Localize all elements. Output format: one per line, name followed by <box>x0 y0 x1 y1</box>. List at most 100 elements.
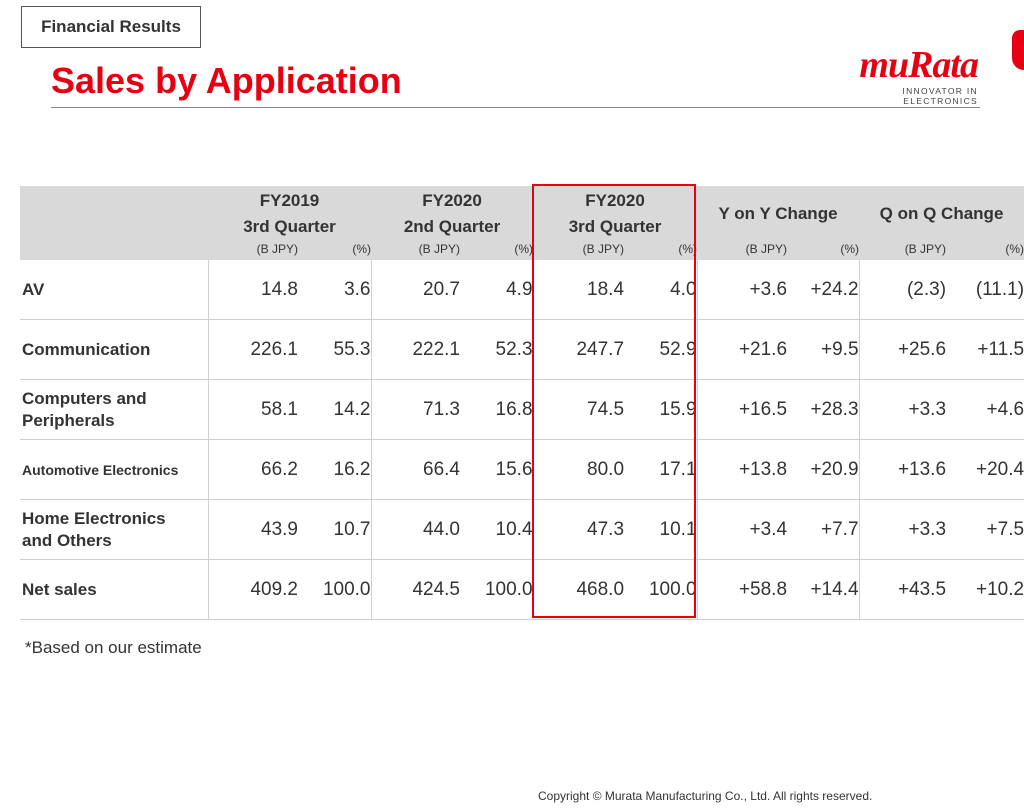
unit-label: (B JPY) <box>371 242 460 260</box>
unit-label: (B JPY) <box>533 242 625 260</box>
table-cell: 10.1 <box>624 499 698 560</box>
table-cell: 247.7 <box>533 319 625 380</box>
table-cell: +9.5 <box>787 319 860 380</box>
table-cell: +3.3 <box>859 379 947 440</box>
table-cell: 16.2 <box>298 439 372 500</box>
table-cell: +24.2 <box>787 260 860 320</box>
title-divider <box>51 107 980 108</box>
table-cell: 43.9 <box>208 499 298 560</box>
unit-label: (B JPY) <box>859 242 947 260</box>
footnote: *Based on our estimate <box>25 638 202 657</box>
unit-label: (%) <box>298 242 371 260</box>
period-year: FY2020 <box>422 191 482 210</box>
unit-label: (B JPY) <box>208 242 298 260</box>
table-cell: +13.6 <box>859 439 947 500</box>
period-year: FY2020 <box>585 191 645 210</box>
header-blank-cell <box>20 186 208 242</box>
yoy-change-header: Y on Y Change <box>697 186 860 242</box>
table-cell: 55.3 <box>298 319 372 380</box>
row-label-line: Peripherals <box>22 410 115 430</box>
table-cell: 66.2 <box>208 439 298 500</box>
row-label: AV <box>20 260 209 320</box>
table-cell: 74.5 <box>533 379 625 440</box>
table-cell: +16.5 <box>697 379 788 440</box>
table-cell: 71.3 <box>371 379 460 440</box>
unit-label: (%) <box>624 242 698 260</box>
period-quarter: 3rd Quarter <box>568 217 662 236</box>
table-cell: 424.5 <box>371 559 460 620</box>
table-cell: +58.8 <box>697 559 788 620</box>
corner-accent <box>1012 30 1024 70</box>
sales-by-application-table: FY2019 3rd Quarter FY2020 2nd Quarter FY… <box>20 186 1024 620</box>
unit-label: (%) <box>460 242 534 260</box>
logo-wordmark: muRata <box>859 44 979 86</box>
period-header-fy2019-q3: FY2019 3rd Quarter <box>208 186 371 242</box>
row-label-line: Home Electronics <box>22 508 166 528</box>
table-cell: +21.6 <box>697 319 788 380</box>
table-cell: 15.6 <box>460 439 534 500</box>
table-cell: +10.2 <box>946 559 1024 620</box>
period-quarter: 3rd Quarter <box>243 217 336 236</box>
table-row-computers: Computers and Peripherals 58.1 14.2 71.3… <box>20 379 1024 440</box>
table-cell: 100.0 <box>460 559 534 620</box>
table-cell: 52.9 <box>624 319 698 380</box>
table-cell: 18.4 <box>533 260 625 320</box>
table-cell: 226.1 <box>208 319 298 380</box>
table-cell: +3.3 <box>859 499 947 560</box>
table-cell: (2.3) <box>859 260 947 320</box>
table-cell: 100.0 <box>298 559 372 620</box>
table-cell: 58.1 <box>208 379 298 440</box>
table-cell: 15.9 <box>624 379 698 440</box>
copyright-text: Copyright © Murata Manufacturing Co., Lt… <box>538 789 873 803</box>
unit-label: (%) <box>787 242 860 260</box>
row-label: Automotive Electronics <box>20 439 209 500</box>
table-cell: 409.2 <box>208 559 298 620</box>
period-quarter: 2nd Quarter <box>403 217 501 236</box>
row-label-line: Computers and <box>22 388 147 408</box>
row-label: Communication <box>20 319 209 380</box>
section-tag: Financial Results <box>21 6 201 48</box>
period-header-fy2020-q2: FY2020 2nd Quarter <box>371 186 534 242</box>
row-label: Computers and Peripherals <box>20 379 209 440</box>
table-cell: 14.2 <box>298 379 372 440</box>
period-year: FY2019 <box>259 191 320 210</box>
table-cell: 47.3 <box>533 499 625 560</box>
table-cell: 4.0 <box>624 260 698 320</box>
table-cell: +25.6 <box>859 319 947 380</box>
table-cell: 14.8 <box>208 260 298 320</box>
table-cell: 17.1 <box>624 439 698 500</box>
murata-logo: muRata INNOVATOR IN ELECTRONICS <box>826 46 982 106</box>
table-cell: +14.4 <box>787 559 860 620</box>
table-row-net-sales: Net sales 409.2 100.0 424.5 100.0 468.0 … <box>20 559 1024 620</box>
table-cell: +7.7 <box>787 499 860 560</box>
qoq-change-header: Q on Q Change <box>859 186 1024 242</box>
table-row-communication: Communication 226.1 55.3 222.1 52.3 247.… <box>20 319 1024 380</box>
table-cell: 52.3 <box>460 319 534 380</box>
table-row-av: AV 14.8 3.6 20.7 4.9 18.4 4.0 +3.6 +24.2… <box>20 260 1024 320</box>
unit-label: (B JPY) <box>697 242 788 260</box>
unit-blank-cell <box>20 242 208 260</box>
table-cell: +20.4 <box>946 439 1024 500</box>
table-cell: 100.0 <box>624 559 698 620</box>
table-cell: (11.1) <box>946 260 1024 320</box>
table-cell: +3.4 <box>697 499 788 560</box>
table-cell: 44.0 <box>371 499 460 560</box>
table-cell: 16.8 <box>460 379 534 440</box>
table-cell: 468.0 <box>533 559 625 620</box>
table-cell: 222.1 <box>371 319 460 380</box>
table-cell: +3.6 <box>697 260 788 320</box>
table-row-automotive: Automotive Electronics 66.2 16.2 66.4 15… <box>20 439 1024 500</box>
period-header-fy2020-q3: FY2020 3rd Quarter <box>533 186 698 242</box>
table-cell: 10.7 <box>298 499 372 560</box>
row-label: Net sales <box>20 559 209 620</box>
row-label-line: and Others <box>22 530 112 550</box>
table-cell: +43.5 <box>859 559 947 620</box>
table-cell: 80.0 <box>533 439 625 500</box>
table-cell: 10.4 <box>460 499 534 560</box>
page-title: Sales by Application <box>51 60 402 101</box>
table-cell: +7.5 <box>946 499 1024 560</box>
table-cell: 3.6 <box>298 260 372 320</box>
table-cell: 66.4 <box>371 439 460 500</box>
table-cell: +11.5 <box>946 319 1024 380</box>
table-cell: +20.9 <box>787 439 860 500</box>
